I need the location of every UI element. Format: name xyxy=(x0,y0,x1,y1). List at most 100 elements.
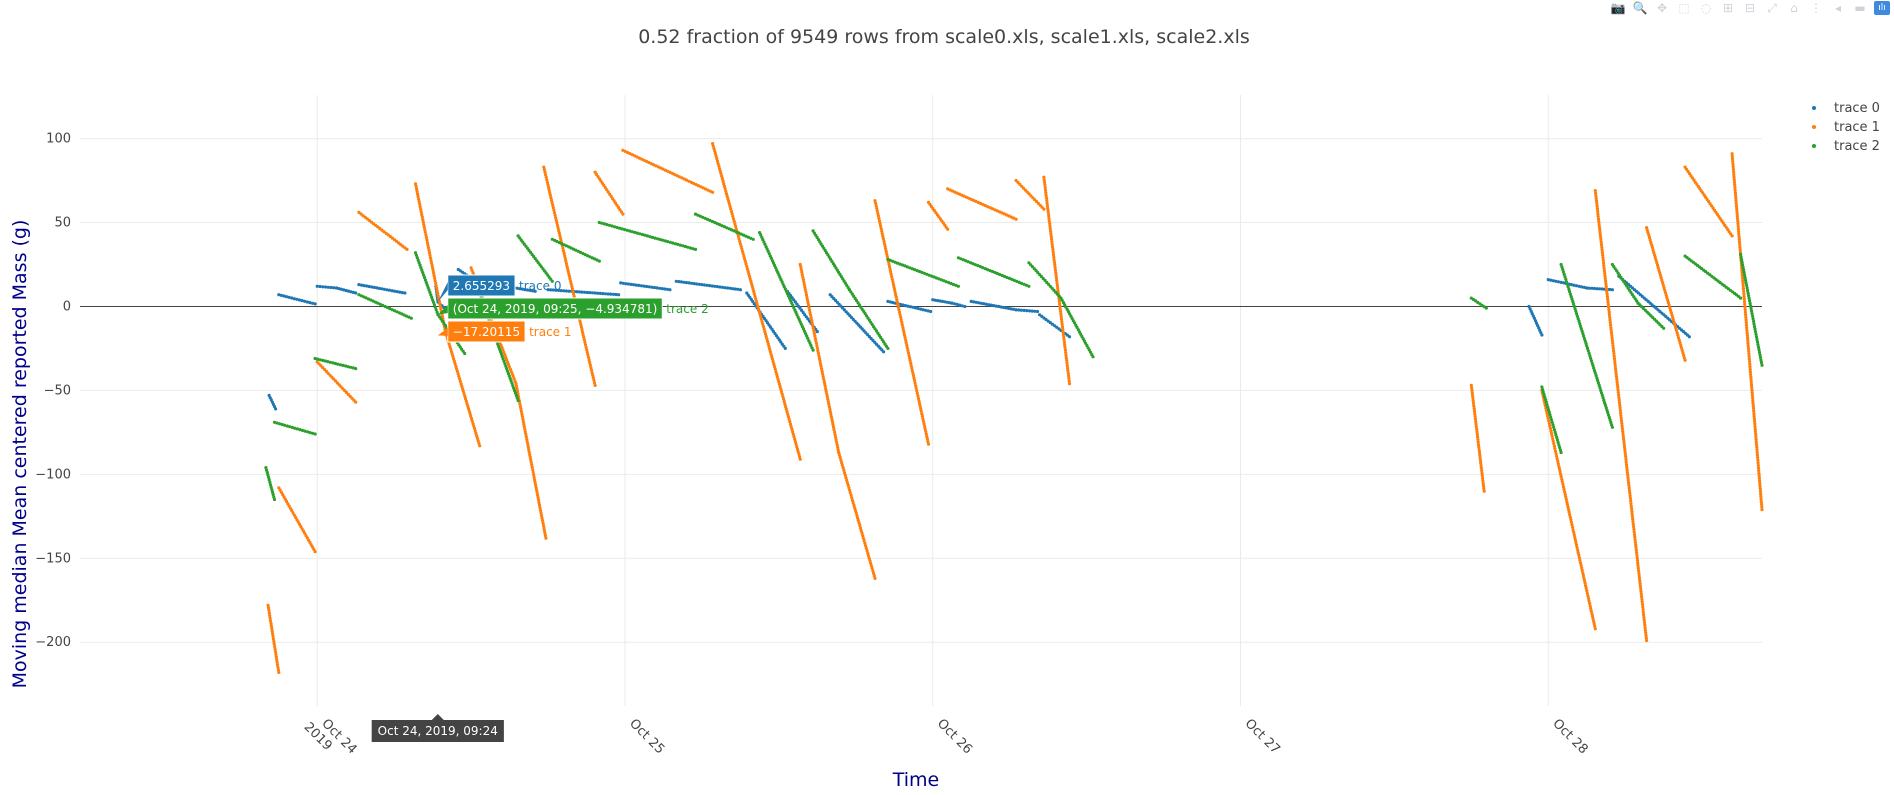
data-point xyxy=(323,285,328,289)
data-point xyxy=(1737,230,1741,234)
data-point xyxy=(911,305,915,309)
data-point xyxy=(774,370,778,374)
data-point xyxy=(1615,377,1619,381)
data-point xyxy=(1582,576,1586,580)
data-point xyxy=(1584,341,1588,345)
data-point xyxy=(953,302,957,306)
data-point xyxy=(719,172,723,176)
data-point xyxy=(1033,309,1037,313)
hover-closest-icon[interactable]: ◂ xyxy=(1834,1,1842,15)
data-point xyxy=(821,374,825,378)
data-point xyxy=(810,321,814,325)
legend-item-trace-1[interactable]: trace 1 xyxy=(1812,120,1880,135)
legend-item-trace-2[interactable]: trace 2 xyxy=(1812,139,1880,154)
data-point xyxy=(529,458,533,462)
autoscale-icon[interactable]: ⤢ xyxy=(1767,1,1777,15)
zoom-out-icon[interactable]: ⊟ xyxy=(1744,1,1756,15)
lasso-icon[interactable]: ◌ xyxy=(1700,1,1712,15)
data-point xyxy=(827,405,832,409)
data-point xyxy=(542,168,547,172)
data-point xyxy=(498,350,503,354)
data-point xyxy=(1600,251,1604,255)
data-point xyxy=(1559,475,1563,479)
data-point xyxy=(593,291,597,295)
data-point xyxy=(1533,319,1538,323)
spike-lines-icon[interactable]: ⋮ xyxy=(1810,1,1822,15)
data-point xyxy=(1751,314,1755,318)
data-point xyxy=(1749,372,1753,377)
data-point xyxy=(572,294,576,299)
pan-icon[interactable]: ✥ xyxy=(1656,1,1668,15)
legend[interactable]: trace 0 trace 1 trace 2 xyxy=(1812,101,1880,154)
data-point xyxy=(1612,354,1616,358)
data-point xyxy=(906,351,911,355)
data-point xyxy=(1050,242,1054,246)
data-point xyxy=(515,387,519,391)
data-point xyxy=(1605,408,1609,412)
data-point xyxy=(1742,297,1746,301)
data-point xyxy=(1059,309,1063,313)
data-point xyxy=(733,287,737,291)
data-point xyxy=(666,169,670,173)
plotly-logo-icon[interactable]: ılı xyxy=(1874,1,1890,15)
data-point xyxy=(1017,280,1021,284)
data-point xyxy=(539,511,543,515)
data-point xyxy=(305,300,309,304)
data-point xyxy=(1578,322,1582,326)
data-point xyxy=(730,212,734,216)
data-point xyxy=(1547,419,1551,423)
data-point xyxy=(710,219,715,224)
data-point xyxy=(673,242,677,246)
data-point xyxy=(1544,398,1548,402)
data-point xyxy=(544,173,548,177)
data-point xyxy=(910,369,914,373)
modebar[interactable]: 📷 🔍 ✥ ⬚ ◌ ⊞ ⊟ ⤢ ⌂ ⋮ ◂ ▬ ılı xyxy=(1610,0,1894,16)
data-point xyxy=(1747,296,1751,300)
data-point xyxy=(1614,372,1618,376)
data-point xyxy=(919,307,923,311)
zoom-icon[interactable]: 🔍 xyxy=(1632,1,1648,15)
data-point xyxy=(1561,482,1565,486)
data-point xyxy=(1479,466,1483,470)
data-point xyxy=(1734,201,1738,205)
data-point xyxy=(1640,600,1644,604)
data-point xyxy=(809,316,813,320)
data-point xyxy=(351,290,355,294)
zoom-in-icon[interactable]: ⊞ xyxy=(1722,1,1734,15)
reset-axes-icon[interactable]: ⌂ xyxy=(1790,1,1798,15)
data-point xyxy=(623,228,627,232)
data-point xyxy=(864,544,868,548)
box-select-icon[interactable]: ⬚ xyxy=(1678,1,1690,15)
legend-item-trace-0[interactable]: trace 0 xyxy=(1812,101,1880,116)
data-point xyxy=(1052,258,1056,262)
data-point xyxy=(502,359,506,363)
data-point xyxy=(512,386,516,390)
data-point xyxy=(866,551,870,555)
plot-area[interactable] xyxy=(264,142,1764,675)
data-point xyxy=(1544,400,1548,404)
data-point xyxy=(637,283,641,287)
data-point xyxy=(958,303,962,307)
data-point xyxy=(1615,382,1619,387)
data-point xyxy=(698,214,702,218)
data-point xyxy=(1579,327,1583,331)
data-point xyxy=(934,276,939,280)
data-point xyxy=(823,384,827,388)
data-point xyxy=(1043,188,1048,192)
data-point xyxy=(303,429,307,433)
data-point xyxy=(692,181,696,186)
data-point xyxy=(585,350,589,354)
hover-compare-icon[interactable]: ▬ xyxy=(1854,1,1866,15)
data-point xyxy=(423,230,427,234)
data-point xyxy=(413,251,418,255)
data-point xyxy=(583,343,588,347)
data-point xyxy=(1542,393,1546,397)
data-point xyxy=(650,235,655,239)
data-point xyxy=(846,483,850,487)
data-point xyxy=(1607,310,1611,314)
data-point xyxy=(354,400,358,404)
data-point xyxy=(382,287,386,291)
camera-icon[interactable]: 📷 xyxy=(1610,1,1626,15)
data-point xyxy=(305,430,310,434)
